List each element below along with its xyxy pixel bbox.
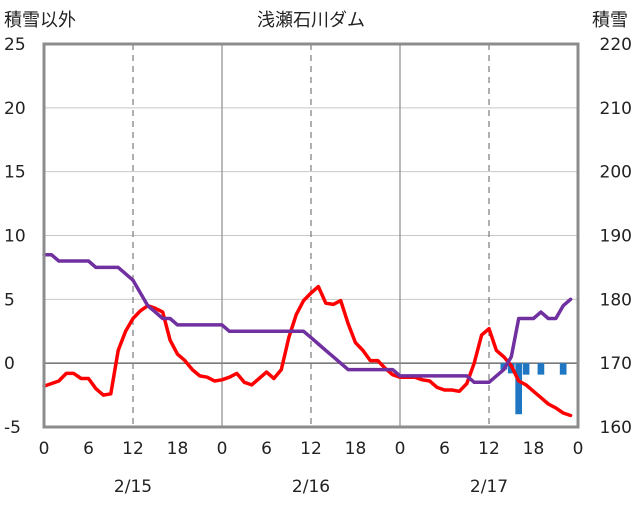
precip-bar <box>537 363 545 375</box>
x-tick-label: 12 <box>122 439 144 459</box>
left-tick-label: 5 <box>4 290 15 310</box>
x-tick-label: 12 <box>478 439 500 459</box>
temperature-line <box>42 284 573 418</box>
x-tick-label: 18 <box>167 439 189 459</box>
x-tick-label: 18 <box>345 439 367 459</box>
right-axis-label: 積雪 <box>592 10 628 31</box>
left-tick-label: 20 <box>4 99 26 119</box>
right-tick-label: 170 <box>600 354 632 374</box>
x-tick-label: 0 <box>39 439 50 459</box>
chart-title: 浅瀬石川ダム <box>257 10 365 31</box>
right-tick-label: 160 <box>600 418 632 438</box>
x-tick-label: 12 <box>300 439 322 459</box>
x-tick-label: 0 <box>395 439 406 459</box>
day-label: 2/17 <box>470 477 508 497</box>
precip-bar <box>515 363 523 415</box>
left-tick-label: 15 <box>4 163 26 183</box>
left-axis-label: 積雪以外 <box>4 10 76 31</box>
x-tick-label: 18 <box>523 439 545 459</box>
day-label: 2/15 <box>114 477 152 497</box>
left-tick-label: 0 <box>4 354 15 374</box>
precip-bar <box>559 363 567 375</box>
grid-layer <box>44 44 578 427</box>
right-tick-label: 180 <box>600 290 632 310</box>
right-tick-label: 200 <box>600 163 632 183</box>
plot-frame <box>42 42 580 429</box>
x-tick-label: 6 <box>83 439 94 459</box>
left-tick-label: 25 <box>4 35 26 55</box>
line-layer <box>42 252 573 418</box>
x-tick-label: 6 <box>439 439 450 459</box>
precip-bar <box>522 363 530 375</box>
snow-depth-line <box>42 252 573 385</box>
x-tick-label: 0 <box>573 439 584 459</box>
left-tick-label: -5 <box>4 418 21 438</box>
x-tick-label: 6 <box>261 439 272 459</box>
right-tick-label: 210 <box>600 99 632 119</box>
right-tick-label: 190 <box>600 227 632 247</box>
left-tick-label: 10 <box>4 227 26 247</box>
x-tick-label: 0 <box>217 439 228 459</box>
text-layer: 浅瀬石川ダム 積雪以外 積雪 <box>4 10 628 31</box>
right-tick-label: 220 <box>600 35 632 55</box>
day-label: 2/16 <box>292 477 330 497</box>
